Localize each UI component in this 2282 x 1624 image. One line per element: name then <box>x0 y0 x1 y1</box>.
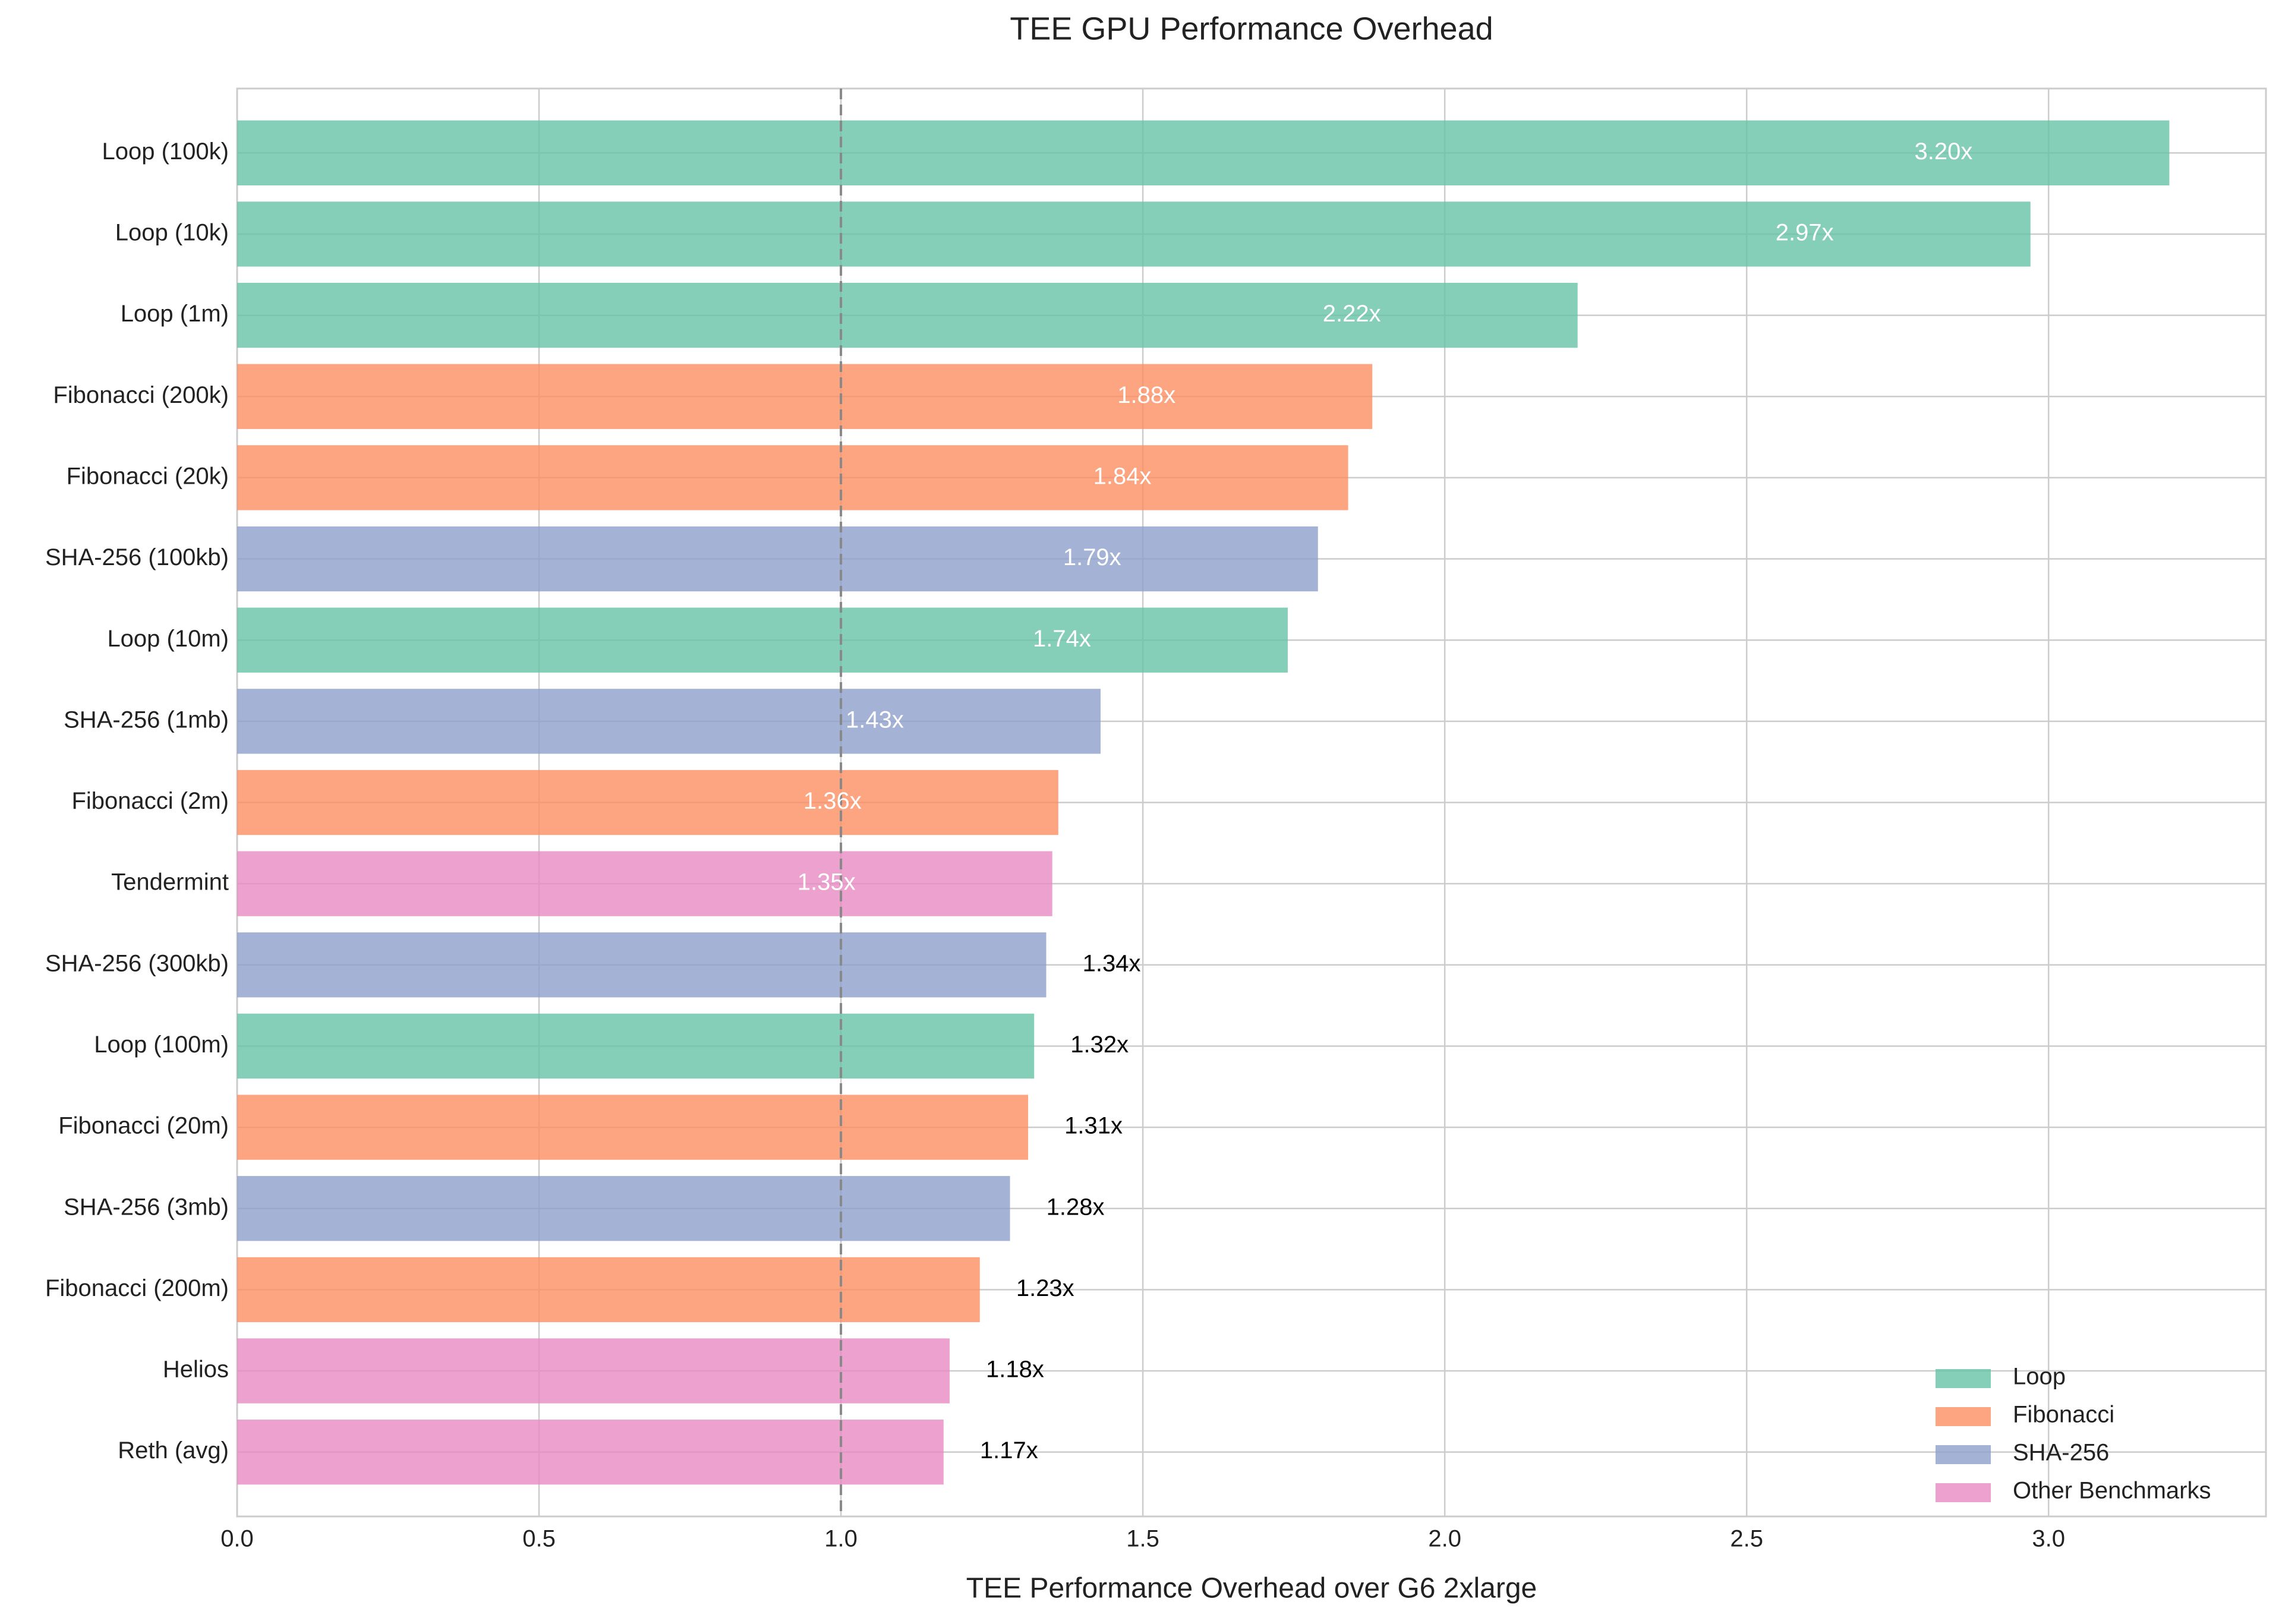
legend-swatch <box>1936 1407 1991 1426</box>
chart-title: TEE GPU Performance Overhead <box>1010 11 1493 46</box>
bar <box>237 689 1101 754</box>
legend-label: Other Benchmarks <box>2013 1478 2211 1504</box>
x-tick-label: 0.0 <box>220 1526 254 1552</box>
value-label: 3.20x <box>1914 138 1972 165</box>
legend-label: Fibonacci <box>2013 1402 2114 1428</box>
bar <box>237 932 1047 998</box>
x-axis-label: TEE Performance Overhead over G6 2xlarge <box>966 1573 1537 1604</box>
y-tick-label: SHA-256 (1mb) <box>64 707 229 733</box>
bar <box>237 1420 944 1485</box>
x-tick-label: 1.5 <box>1126 1526 1159 1552</box>
value-label: 1.35x <box>798 869 856 895</box>
x-tick-label: 2.0 <box>1428 1526 1461 1552</box>
bar <box>237 1257 980 1323</box>
bar <box>237 445 1348 510</box>
bar <box>237 607 1288 673</box>
bar <box>237 851 1052 916</box>
legend-label: SHA-256 <box>2013 1440 2109 1466</box>
y-tick-label: Loop (1m) <box>121 301 229 327</box>
y-tick-label: Loop (100k) <box>102 138 229 165</box>
legend-swatch <box>1936 1369 1991 1388</box>
value-label: 1.28x <box>1047 1194 1105 1220</box>
bar <box>237 201 2031 267</box>
legend-swatch <box>1936 1483 1991 1502</box>
y-tick-label: Helios <box>163 1357 229 1383</box>
value-label: 2.22x <box>1323 301 1381 327</box>
y-tick-label: Fibonacci (20k) <box>67 463 229 489</box>
bar <box>237 120 2170 185</box>
y-tick-label: Loop (10m) <box>107 626 229 652</box>
x-tick-label: 3.0 <box>2032 1526 2065 1552</box>
y-tick-label: SHA-256 (3mb) <box>64 1194 229 1220</box>
y-tick-label: Loop (10k) <box>115 220 229 246</box>
bar <box>237 1338 950 1404</box>
y-tick-label: SHA-256 (300kb) <box>45 950 229 976</box>
value-label: 1.18x <box>986 1357 1044 1383</box>
value-label: 1.36x <box>803 788 862 814</box>
value-label: 2.97x <box>1776 220 1834 246</box>
y-tick-label: Fibonacci (2m) <box>71 788 229 814</box>
y-tick-label: SHA-256 (100kb) <box>45 544 229 570</box>
value-label: 1.88x <box>1117 382 1175 408</box>
legend-label: Loop <box>2013 1364 2066 1390</box>
bar <box>237 1095 1029 1160</box>
y-tick-label: Fibonacci (200k) <box>53 382 229 408</box>
value-label: 1.74x <box>1033 626 1091 652</box>
bar <box>237 282 1578 348</box>
value-label: 1.23x <box>1016 1275 1074 1301</box>
value-label: 1.17x <box>980 1437 1038 1464</box>
x-tick-label: 1.0 <box>824 1526 858 1552</box>
y-tick-label: Tendermint <box>111 869 229 895</box>
bar <box>237 1013 1035 1079</box>
bar <box>237 364 1373 429</box>
value-label: 1.31x <box>1064 1113 1123 1139</box>
value-label: 1.34x <box>1083 950 1141 976</box>
value-label: 1.84x <box>1093 463 1152 489</box>
value-label: 1.32x <box>1070 1032 1129 1058</box>
y-tick-label: Loop (100m) <box>94 1032 229 1058</box>
value-label: 1.43x <box>846 707 904 733</box>
x-tick-label: 2.5 <box>1730 1526 1763 1552</box>
bar <box>237 770 1058 835</box>
bar <box>237 1176 1010 1241</box>
y-tick-label: Reth (avg) <box>118 1437 229 1464</box>
y-tick-label: Fibonacci (200m) <box>45 1275 229 1301</box>
bar <box>237 526 1318 592</box>
y-tick-label: Fibonacci (20m) <box>58 1113 229 1139</box>
value-label: 1.79x <box>1063 544 1121 570</box>
x-tick-label: 0.5 <box>522 1526 556 1552</box>
legend-swatch <box>1936 1445 1991 1464</box>
